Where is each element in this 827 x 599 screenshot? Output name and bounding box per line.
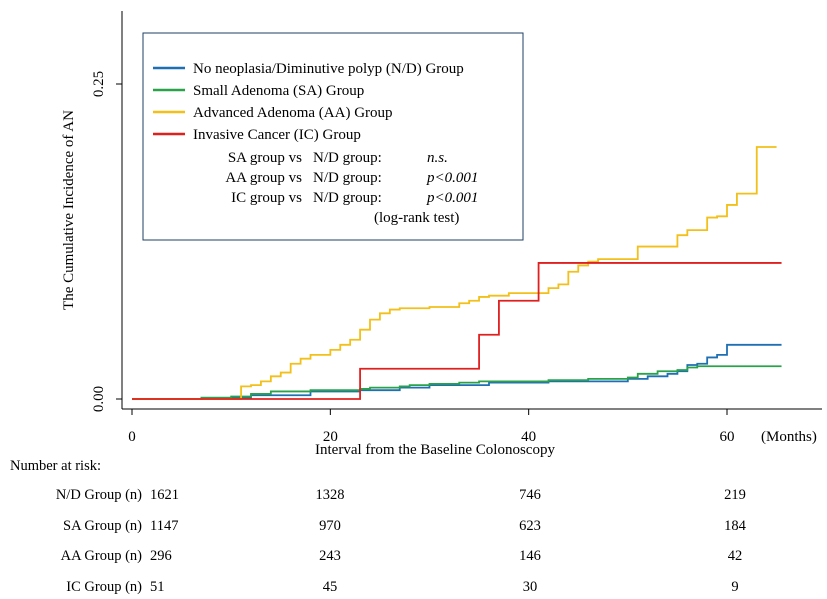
risk-value: 146 [519, 548, 541, 564]
x-axis-label: Interval from the Baseline Colonoscopy [315, 442, 555, 458]
risk-value: 746 [519, 487, 541, 503]
risk-value: 9 [731, 578, 739, 595]
x-tick-label: 20 [323, 429, 338, 445]
legend-label: Invasive Cancer (IC) Group [193, 127, 361, 143]
y-tick-label: 0.25 [91, 71, 107, 97]
annotation-prefix: SA group vs [228, 150, 302, 166]
annotation-result: p<0.001 [426, 190, 478, 206]
risk-value: 219 [724, 487, 746, 503]
annotation-prefix: IC group vs [231, 190, 302, 206]
legend: No neoplasia/Diminutive polyp (N/D) Grou… [142, 32, 524, 241]
risk-value: 1621 [150, 487, 179, 503]
risk-value: 623 [519, 517, 541, 534]
risk-row-label: N/D Group (n) [55, 487, 142, 503]
axes: 0.00 0.25 0 20 40 60 [91, 11, 822, 445]
y-tick-label: 0.00 [91, 386, 107, 412]
x-axis-unit: (Months) [761, 429, 817, 445]
risk-row-label: IC Group (n) [66, 578, 142, 595]
risk-value: 30 [522, 578, 538, 595]
annotation-result: p<0.001 [426, 170, 478, 186]
risk-value: 243 [319, 548, 341, 564]
series-line-advanced-adenoma-aa-group [132, 146, 777, 400]
annotation-group: N/D group: [313, 190, 382, 206]
risk-value: 51 [150, 578, 165, 595]
x-tick-label: 60 [720, 429, 735, 445]
risk-value: 296 [150, 548, 172, 564]
risk-value: 1147 [150, 517, 179, 534]
annotation-result: n.s. [427, 150, 448, 166]
annotation-prefix: AA group vs [225, 170, 302, 186]
legend-label: Advanced Adenoma (AA) Group [193, 105, 393, 121]
risk-row-label: AA Group (n) [60, 548, 142, 564]
series-line-no-neoplasia-diminutive-polyp-n-d-group [132, 343, 782, 400]
risk-value: 184 [724, 517, 746, 534]
legend-label: Small Adenoma (SA) Group [193, 83, 364, 99]
annotation-group: N/D group: [313, 170, 382, 186]
legend-label: No neoplasia/Diminutive polyp (N/D) Grou… [193, 61, 464, 77]
risk-value: 1328 [315, 487, 345, 503]
risk-row-label: SA Group (n) [63, 517, 142, 534]
risk-value: 970 [319, 517, 341, 534]
test-note: (log-rank test) [374, 210, 459, 226]
risk-value: 45 [322, 578, 338, 595]
y-axis-label: The Cumulative Incidence of AN [61, 110, 77, 310]
x-tick-label: 0 [128, 429, 136, 445]
risk-value: 42 [727, 548, 743, 564]
series-line-small-adenoma-sa-group [132, 365, 782, 400]
risk-table-header: Number at risk: [10, 458, 102, 474]
series-line-invasive-cancer-ic-group [132, 262, 782, 400]
x-tick-label: 40 [521, 429, 536, 445]
legend-box [142, 32, 524, 241]
annotation-group: N/D group: [313, 150, 382, 166]
cumulative-incidence-chart: 0.00 0.25 0 20 40 60 No neoplasia/Diminutive … [61, 11, 822, 458]
series-layer [132, 146, 782, 400]
